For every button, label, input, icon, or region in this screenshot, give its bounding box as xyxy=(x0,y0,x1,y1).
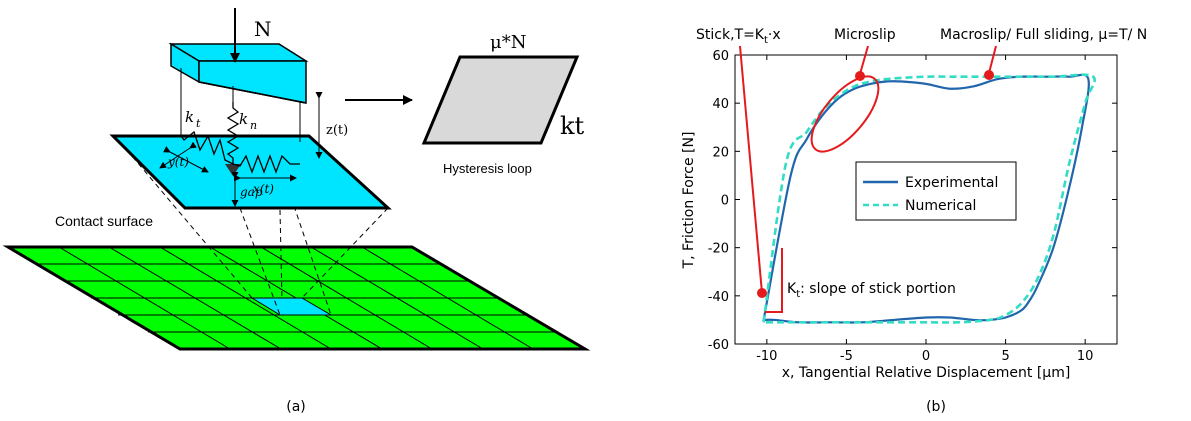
projection-lines xyxy=(114,135,389,316)
caption-b: (b) xyxy=(926,399,946,415)
y-tick-label: -20 xyxy=(708,242,729,257)
gap-label: gap xyxy=(240,185,263,199)
normal-gap-label: z(t) xyxy=(326,123,348,138)
y-tick-label: -60 xyxy=(708,338,729,353)
microslip-ellipse xyxy=(810,75,880,153)
caption-a: (a) xyxy=(286,399,306,415)
microslip-pointer xyxy=(859,45,869,75)
kt-sub: t xyxy=(196,117,201,130)
macroslip-marker xyxy=(984,70,994,80)
y-tick-label: 40 xyxy=(712,97,729,112)
contact-surface-label: Contact surface xyxy=(55,213,153,229)
tangential-spring-x xyxy=(232,154,300,174)
y-disp-arrow xyxy=(163,146,209,173)
block-connectors xyxy=(180,68,301,142)
upper-block xyxy=(168,42,309,104)
stick-marker xyxy=(757,288,767,298)
legend-label-numerical: Numerical xyxy=(905,198,976,214)
kn-label: k xyxy=(239,110,248,128)
annotations: Stick,T=Kt·x Microslip Macroslip/ Full s… xyxy=(696,27,1147,313)
x-tick-label: -5 xyxy=(840,349,853,364)
normal-spring xyxy=(226,102,240,164)
loop-side-label: kt xyxy=(560,112,585,140)
legend: Experimental Numerical xyxy=(855,161,1017,221)
x-tick-label: 5 xyxy=(1001,349,1009,364)
microslip-annotation: Microslip xyxy=(834,27,896,43)
contact-mesh xyxy=(2,245,591,351)
series-line-experimental xyxy=(762,73,1090,324)
y-axis-label: T, Friction Force [N] xyxy=(681,132,697,270)
stick-pointer xyxy=(739,45,763,294)
y-tick-label: 60 xyxy=(712,49,729,64)
contact-node xyxy=(225,164,241,176)
y-axis: -60 -40 -20 0 20 40 60 xyxy=(708,49,1117,353)
kt-slope-annotation: Kt: slope of stick portion xyxy=(787,281,956,300)
tangential-spring-y xyxy=(180,130,234,165)
y-tick-label: 0 xyxy=(721,194,729,209)
y-tick-label: -40 xyxy=(708,290,729,305)
macroslip-pointer xyxy=(988,45,997,74)
stick-annotation: Stick,T=Kt·x xyxy=(696,27,781,46)
normal-force-label: N xyxy=(254,17,272,41)
series-layer xyxy=(762,73,1096,324)
x-tick-label: 0 xyxy=(922,349,930,364)
y-tick-label: 20 xyxy=(712,145,729,160)
slope-triangle xyxy=(765,248,783,313)
y-disp-label: y(t) xyxy=(167,155,189,169)
panel-a: N k t k n y(t) x(t) gap z(t) xyxy=(2,8,591,415)
hysteresis-label: Hysteresis loop xyxy=(443,161,532,176)
kt-label: k xyxy=(185,108,194,126)
series-line-numerical xyxy=(762,73,1096,324)
legend-label-experimental: Experimental xyxy=(905,175,998,191)
x-disp-label: x(t) xyxy=(253,182,274,196)
loop-top-label: μ*N xyxy=(490,32,526,53)
panel-b: -60 -40 -20 0 20 40 60 -10 -5 0 5 10 x, Tangential… xyxy=(681,27,1147,415)
x-axis-label: x, Tangential Relative Displacement [μm] xyxy=(782,365,1071,381)
x-axis: -10 -5 0 5 10 xyxy=(756,55,1093,364)
macroslip-annotation: Macroslip/ Full sliding, μ=T/ N xyxy=(940,27,1147,43)
legend-box xyxy=(855,161,1017,221)
x-tick-label: 10 xyxy=(1077,349,1094,364)
hysteresis-loop xyxy=(421,55,580,145)
kn-sub: n xyxy=(250,119,257,132)
contact-element-highlight xyxy=(250,297,333,316)
x-tick-label: -10 xyxy=(756,349,777,364)
